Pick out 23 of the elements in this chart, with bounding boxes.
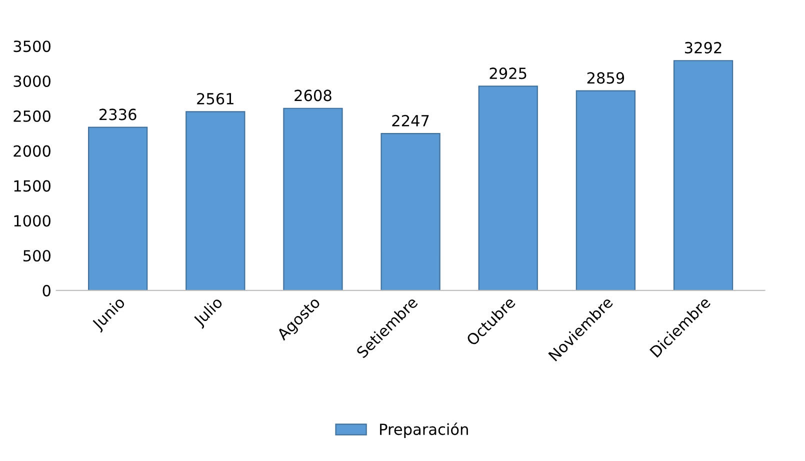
bar: [186, 111, 246, 290]
bar: [576, 90, 636, 290]
y-tick-label: 3000: [14, 75, 50, 88]
y-tick-label: 1000: [14, 215, 50, 227]
bar: [88, 126, 148, 290]
data-label: 2247: [392, 114, 429, 126]
bar: [380, 133, 440, 290]
bar: [478, 86, 538, 290]
data-label: 2336: [100, 108, 136, 120]
y-tick-label: 1500: [14, 180, 50, 192]
y-tick-label: 2500: [14, 110, 50, 122]
bar: [283, 108, 343, 290]
data-label: 2925: [490, 68, 526, 80]
data-label: 2859: [587, 72, 624, 84]
data-label: 2561: [197, 92, 234, 105]
y-tick-label: 0: [42, 284, 50, 296]
bar: [673, 60, 734, 290]
data-label: 3292: [685, 42, 722, 54]
y-tick-label: 2000: [14, 145, 50, 157]
y-tick-label: 500: [24, 250, 50, 262]
legend-label: Preparación: [380, 422, 468, 438]
data-label: 2608: [294, 90, 332, 102]
y-tick-label: 3500: [14, 40, 50, 52]
